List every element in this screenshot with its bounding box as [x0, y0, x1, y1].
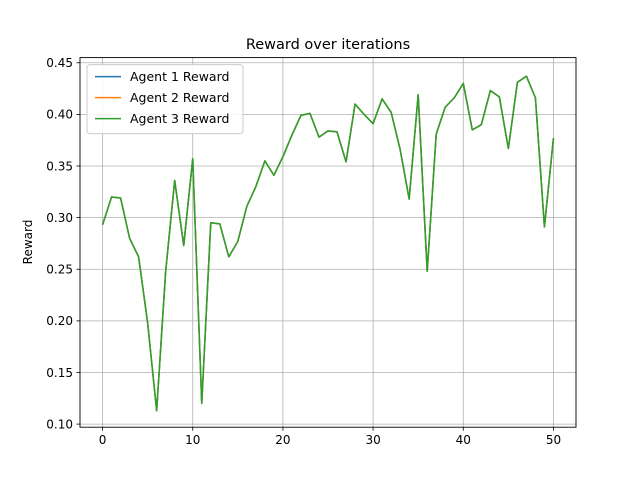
y-tick-label: 0.15: [46, 366, 73, 380]
legend: Agent 1 Reward Agent 2 Reward Agent 3 Rewa…: [86, 64, 244, 135]
y-tick-label: 0.30: [46, 211, 73, 225]
plot-frame: [79, 57, 577, 428]
y-tick-label: 0.35: [46, 159, 73, 173]
legend-label: Agent 3 Reward: [130, 111, 229, 126]
series-line: [101, 75, 555, 412]
x-tick-label: 20: [275, 433, 290, 447]
x-tick-label: 50: [546, 433, 561, 447]
y-tick-label: 0.10: [46, 417, 73, 431]
y-tick-label: 0.40: [46, 108, 73, 122]
legend-box: [86, 64, 244, 135]
series-lines: [101, 75, 555, 412]
x-tick-label: 30: [365, 433, 380, 447]
y-tick-label: 0.45: [46, 56, 73, 70]
axis-ticks: 0 10 20 30 40 50 0.10 0.15 0.20 0.25 0.30 0.35 0.40 0…: [46, 56, 561, 447]
chart-title: Reward over iterations: [246, 37, 410, 53]
y-tick-label: 0.25: [46, 263, 73, 277]
y-tick-label: 0.20: [46, 314, 73, 328]
x-tick-label: 10: [185, 433, 200, 447]
y-axis-label: Reward: [21, 220, 35, 265]
x-tick-label: 40: [456, 433, 471, 447]
legend-label: Agent 2 Reward: [130, 90, 229, 105]
legend-label: Agent 1 Reward: [130, 69, 229, 84]
x-tick-label: 0: [99, 433, 107, 447]
